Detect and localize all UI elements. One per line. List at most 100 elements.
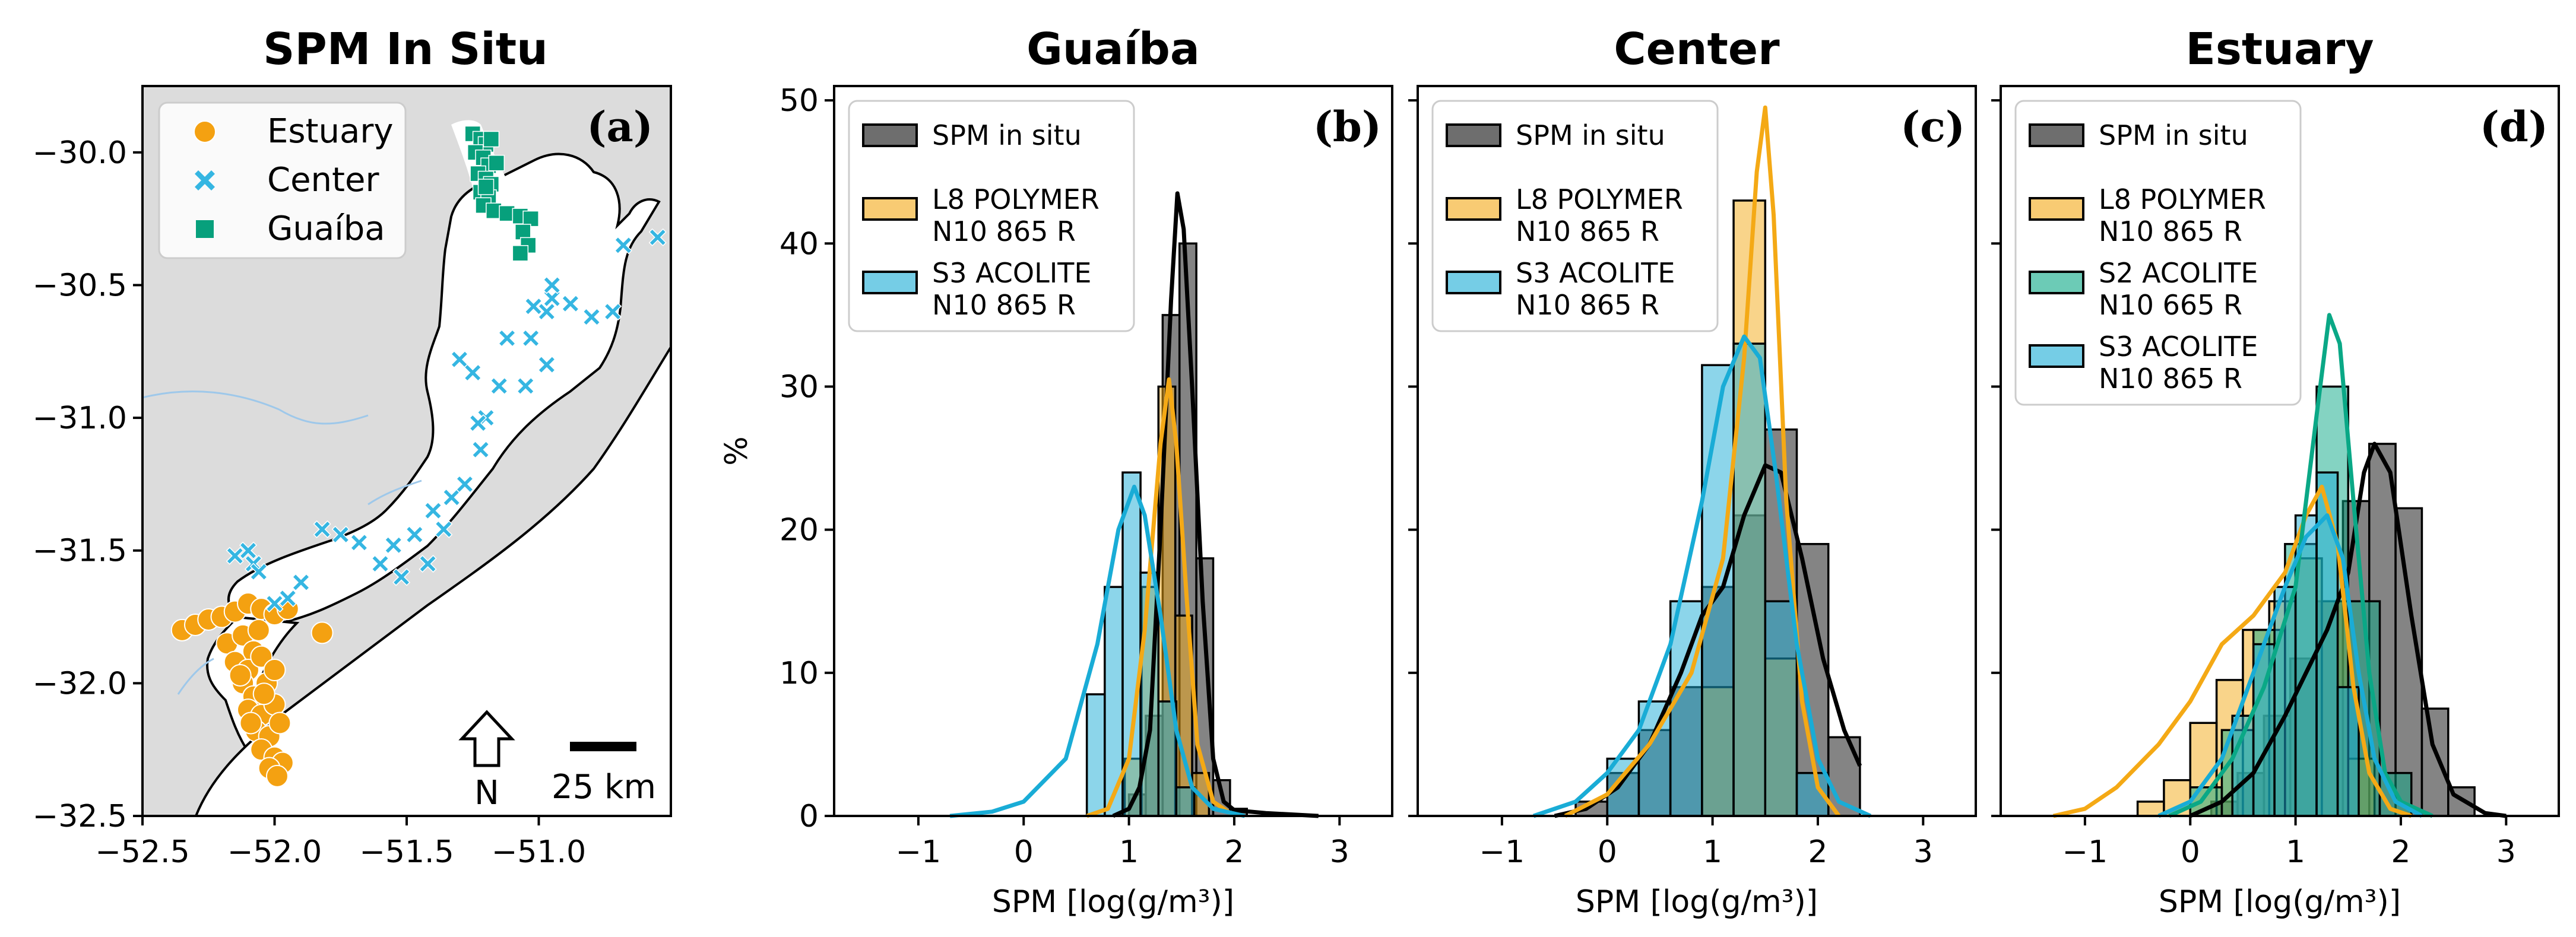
kde-line [1086, 377, 1235, 818]
center-point [239, 541, 258, 560]
legend-swatch [1446, 123, 1501, 147]
center-point [278, 589, 297, 608]
north-arrow-icon [458, 710, 515, 767]
histogram-panel-estuary: Estuary −1 0 1 2 3 SPM [log(g/m³)] (d) SPM in si… [1991, 24, 2560, 920]
estuary-point [268, 712, 291, 735]
hist-bar [1732, 342, 1767, 817]
histogram-panel-center: Center −1 0 1 2 3 SPM [log(g/m³)] (c) SPM in sit… [1408, 24, 1977, 920]
legend-label: S3 ACOLITE [932, 257, 1091, 289]
estuary-point [239, 712, 262, 735]
axes-frame [2000, 85, 2560, 817]
x-axis-label: SPM [log(g/m³)] [992, 884, 1234, 920]
kde-line [949, 484, 1246, 818]
center-point [419, 555, 437, 573]
map-ytick-label: −32.0 [33, 666, 127, 701]
map-legend-center: Center [267, 161, 379, 199]
legend-label-line2: N10 865 R [2099, 215, 2242, 247]
xtick-label: −1 [896, 834, 942, 870]
center-point [537, 303, 556, 321]
hist-legend-box [2014, 100, 2302, 406]
panel-letter: (d) [2480, 102, 2548, 151]
hist-legend-box [848, 100, 1135, 332]
hist-bar [2447, 786, 2476, 817]
xtick-label: 3 [1913, 834, 1933, 870]
estuary-point [310, 621, 334, 644]
legend-swatch [862, 197, 918, 221]
legend-swatch [862, 123, 918, 147]
legend-label: SPM in situ [2099, 119, 2248, 151]
legend-label-line2: N10 865 R [1516, 289, 1659, 321]
x-axis-label: SPM [log(g/m³)] [1576, 884, 1818, 920]
hist-bar [2420, 707, 2450, 817]
ytick-label: 20 [780, 513, 819, 548]
center-point [648, 228, 667, 247]
center-point [291, 573, 310, 592]
ocean [194, 342, 672, 817]
map-xtick-label: −51.0 [492, 834, 586, 870]
center-point [435, 520, 453, 539]
ytick-label: 40 [780, 226, 819, 262]
map-panel-letter: (a) [587, 102, 653, 151]
hist-bar [2252, 643, 2276, 817]
xtick-label: 0 [2181, 834, 2200, 870]
panel-title: Guaíba [1026, 24, 1200, 75]
legend-swatch [2029, 197, 2084, 221]
center-point [464, 363, 482, 382]
center-point [226, 547, 244, 565]
center-point [424, 501, 442, 520]
xtick-label: −1 [1479, 834, 1525, 870]
kde-line [1564, 105, 1841, 818]
legend-label: L8 POLYMER [932, 183, 1100, 215]
panel-letter: (b) [1313, 102, 1382, 151]
hist-bar [1175, 786, 1196, 817]
xtick-label: 0 [1014, 834, 1034, 870]
map-ytick-label: −31.0 [33, 401, 127, 436]
xtick-label: 2 [1224, 834, 1244, 870]
estuary-point [229, 663, 252, 687]
center-point [371, 555, 389, 573]
legend-label: S3 ACOLITE [1516, 257, 1675, 289]
panel-title: Estuary [2185, 24, 2374, 75]
legend-swatch [2029, 271, 2084, 294]
xtick-label: −1 [2062, 834, 2108, 870]
legend-swatch [2029, 123, 2084, 147]
center-point [543, 289, 561, 307]
map-panel: SPM In Situ −52.5 −52.0 −51.5 −51.0 −30.0 −30… [33, 24, 672, 870]
map-xtick-label: −52.5 [95, 834, 189, 870]
xtick-label: 2 [2391, 834, 2410, 870]
legend-marker-guaiba [196, 220, 214, 238]
center-point [517, 377, 535, 395]
center-point [405, 525, 424, 544]
center-point [561, 294, 579, 313]
hist-bar [1764, 600, 1798, 817]
center-point [384, 536, 403, 554]
ytick-label: 0 [799, 799, 819, 834]
y-axis-label: % [719, 436, 755, 465]
center-point [522, 329, 540, 347]
center-point [471, 440, 490, 459]
map-ticks: −52.5 −52.0 −51.5 −51.0 −30.0 −30.5 −31.0 −31.5… [33, 135, 587, 870]
center-point [313, 520, 331, 539]
hist-bar [1085, 693, 1106, 817]
legend-label: SPM in situ [1516, 119, 1665, 151]
legend-label: S3 ACOLITE [2099, 331, 2258, 363]
scale-label: 25 km [552, 768, 656, 806]
legend-swatch [2029, 344, 2084, 368]
center-point [350, 533, 368, 552]
estuary-point [247, 618, 270, 641]
center-point [490, 377, 508, 395]
lagoon-water [227, 153, 661, 625]
legend-swatch [862, 271, 918, 294]
xtick-label: 1 [1119, 834, 1139, 870]
estuary-point [252, 682, 275, 706]
map-legend-estuary: Estuary [267, 112, 394, 151]
xtick-label: 3 [1330, 834, 1349, 870]
legend-swatch [1446, 271, 1501, 294]
hist-legend-box [1431, 100, 1719, 332]
center-point [265, 595, 284, 613]
ytick-label: 10 [780, 656, 819, 691]
map-ytick-label: −30.5 [33, 268, 127, 303]
